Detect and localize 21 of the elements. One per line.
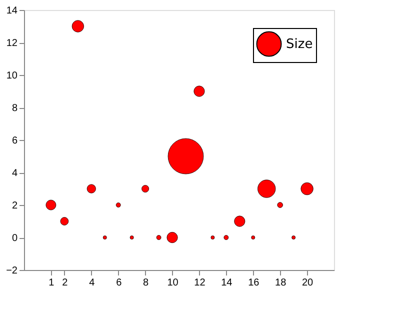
x-tick-label: 18	[275, 278, 287, 288]
x-tick-label: 12	[194, 278, 206, 288]
y-tick-label: 2	[12, 200, 18, 212]
y-tick-label: 8	[12, 103, 18, 114]
y-tick-label: 4	[12, 168, 18, 179]
y-tick-label: 10	[6, 70, 18, 82]
legend-label: Size	[286, 37, 313, 52]
y-tick-label: 12	[6, 38, 18, 49]
x-tick-label: 2	[62, 278, 68, 288]
x-tick-label: 4	[89, 278, 96, 288]
x-tick-label: 20	[302, 278, 314, 288]
y-tick-label: 14	[6, 6, 18, 16]
y-tick-label: 6	[12, 136, 18, 146]
x-tick-label: 10	[167, 278, 179, 288]
x-tick-label: 6	[116, 278, 122, 288]
x-tick-label: 8	[143, 278, 150, 288]
x-tick-label: 16	[248, 278, 260, 288]
y-tick-label: −2	[6, 266, 18, 276]
x-tick-label: 1	[48, 278, 55, 288]
x-tick-label: 14	[221, 278, 233, 288]
y-tick-label: 0	[12, 233, 18, 244]
